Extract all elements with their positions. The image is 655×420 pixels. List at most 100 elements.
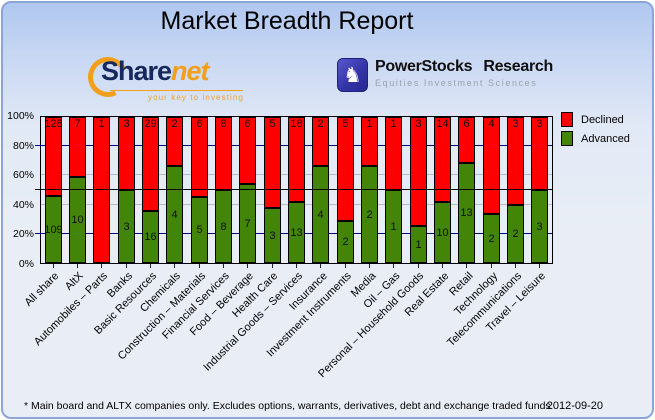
chart-legend: Declined Advanced	[561, 112, 630, 150]
bar-declined-segment	[507, 117, 524, 205]
bar-advanced-value: 13	[290, 226, 303, 239]
bar-declined-segment	[93, 117, 110, 263]
powerstocks-title: PowerStocks Research	[375, 58, 553, 75]
bar-Health Care: 53	[264, 117, 281, 263]
bar-declined-segment	[312, 117, 329, 166]
bar-declined-segment	[239, 117, 256, 184]
bar-advanced-segment	[483, 214, 500, 263]
bar-advanced-segment	[312, 166, 329, 263]
bar-declined-value: 8	[220, 118, 227, 130]
bar-Investment Instruments: 52	[337, 117, 354, 263]
bar-declined-value: 7	[74, 118, 81, 130]
bar-declined-value: 18	[290, 118, 303, 130]
bar-advanced-value: 4	[171, 208, 178, 221]
bar-declined-segment	[264, 117, 281, 208]
bar-advanced-value: 2	[512, 228, 519, 240]
bar-declined-value: 1	[390, 118, 397, 130]
x-axis-tick	[515, 264, 516, 268]
bar-declined-value: 5	[269, 118, 276, 130]
bar-Automobiles – Parts: 1	[93, 117, 110, 263]
x-axis-labels: All share AltX Automobiles – Parts Banks Bas…	[23, 270, 552, 400]
bar-declined-segment	[434, 117, 451, 202]
y-axis: 100% 80% 60% 40% 20% 0%	[0, 110, 34, 270]
legend-item-declined: Declined	[561, 112, 630, 127]
bar-declined-value: 1	[366, 118, 373, 130]
bar-declined-value: 128	[44, 118, 63, 130]
bar-declined-segment	[191, 117, 208, 197]
bar-advanced-value: 3	[536, 220, 543, 233]
y-axis-label: 0%	[18, 258, 34, 270]
bar-advanced-segment	[410, 226, 427, 263]
x-axis-tick	[466, 264, 468, 268]
x-axis-tick	[490, 264, 492, 268]
bar-advanced-segment	[191, 197, 208, 263]
bar-declined-value: 2	[171, 118, 178, 130]
bar-advanced-segment	[142, 211, 159, 263]
powerstocks-subtitle: Equities Investment Sciences	[375, 78, 538, 88]
bar-advanced-value: 7	[244, 217, 251, 230]
x-axis-tick	[52, 264, 54, 268]
y-axis-label: 20%	[12, 228, 34, 240]
bar-Industrial Goods – Services: 18 13	[288, 117, 305, 263]
bar-declined-segment	[166, 117, 183, 166]
x-axis-tick	[417, 264, 419, 268]
x-axis-tick	[271, 264, 273, 268]
bar-declined-segment	[361, 117, 378, 166]
bar-advanced-value: 109	[44, 223, 63, 236]
legend-label-advanced: Advanced	[581, 132, 630, 145]
bar-advanced-segment	[337, 221, 354, 263]
bar-declined-segment	[69, 117, 86, 177]
bar-advanced-segment	[264, 208, 281, 263]
bar-declined-value: 3	[512, 118, 519, 130]
bar-Basic Resources: 29 16	[142, 117, 159, 263]
bar-declined-value: 1	[98, 118, 105, 130]
bar-advanced-segment	[118, 190, 135, 263]
chess-knight-icon: ♞	[337, 58, 368, 92]
bar-advanced-value: 16	[144, 231, 157, 243]
bar-declined-value: 6	[463, 118, 470, 130]
bar-declined-segment	[410, 117, 427, 226]
bar-declined-value: 14	[436, 118, 449, 130]
x-axis-tick	[125, 264, 127, 268]
x-axis-tick	[320, 264, 322, 268]
x-axis-tick	[150, 264, 151, 268]
bar-Travel – Leisure: 33	[531, 117, 548, 263]
y-axis-label: 100%	[7, 110, 34, 122]
bar-Retail: 6 13	[458, 117, 475, 263]
x-axis-ticks	[41, 264, 552, 269]
bar-Personal – Household Goods: 31	[410, 117, 427, 263]
bar-declined-segment	[337, 117, 354, 221]
bar-advanced-segment	[385, 190, 402, 263]
bar-All share: 128 109	[44, 117, 63, 263]
bar-Construction – Materials: 65	[191, 117, 208, 263]
bar-advanced-value: 10	[71, 214, 84, 226]
bar-advanced-segment	[434, 202, 451, 263]
bar-advanced-value: 1	[415, 238, 422, 251]
bar-declined-segment	[45, 117, 62, 196]
sharenet-wordmark: Sharenet	[101, 56, 210, 87]
bar-advanced-segment	[69, 177, 86, 263]
advanced-swatch	[561, 131, 573, 146]
bar-advanced-value: 2	[342, 236, 349, 248]
bar-declined-segment	[142, 117, 159, 211]
bar-declined-value: 29	[144, 118, 157, 130]
sharenet-word-net: net	[171, 56, 209, 86]
bar-declined-value: 4	[488, 118, 495, 130]
bar-Financial Services: 88	[215, 117, 232, 263]
bar-advanced-value: 8	[220, 220, 227, 233]
bar-declined-value: 2	[317, 118, 324, 130]
x-axis-tick	[247, 264, 249, 268]
x-axis-tick	[442, 264, 443, 268]
report-date: 2012-09-20	[546, 400, 603, 412]
bar-advanced-segment	[361, 166, 378, 263]
bar-advanced-segment	[458, 163, 475, 263]
bar-advanced-segment	[215, 190, 232, 263]
y-axis-label: 40%	[12, 199, 34, 211]
x-axis-tick	[101, 264, 103, 268]
bar-advanced-value: 4	[317, 208, 324, 221]
